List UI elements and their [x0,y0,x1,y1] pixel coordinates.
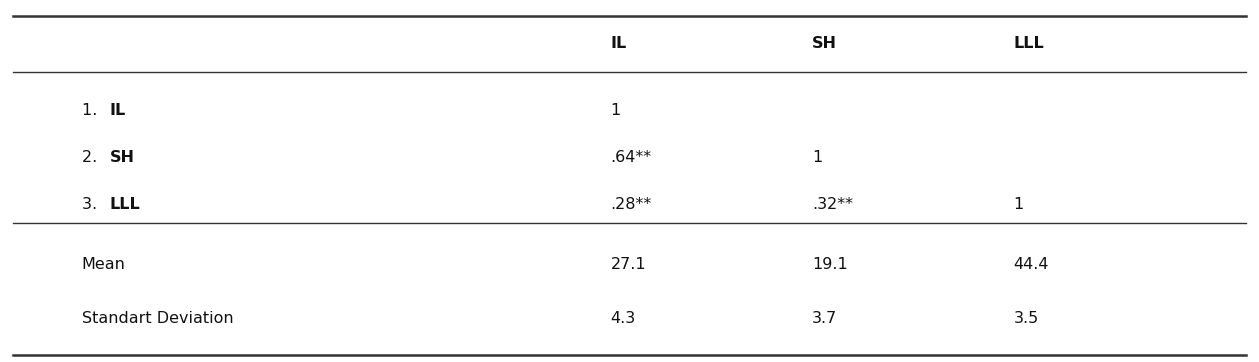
Text: Standart Deviation: Standart Deviation [82,311,233,326]
Text: 44.4: 44.4 [1013,257,1049,272]
Text: 27.1: 27.1 [611,257,646,272]
Text: .64**: .64** [611,150,652,165]
Text: SH: SH [812,36,837,51]
Text: 1: 1 [812,150,822,165]
Text: 4.3: 4.3 [611,311,636,326]
Text: 1.: 1. [82,103,102,118]
Text: 3.5: 3.5 [1013,311,1039,326]
Text: IL: IL [611,36,627,51]
Text: 3.7: 3.7 [812,311,837,326]
Text: 1: 1 [1013,197,1024,212]
Text: .28**: .28** [611,197,652,212]
Text: Mean: Mean [82,257,126,272]
Text: 19.1: 19.1 [812,257,847,272]
Text: 2.: 2. [82,150,102,165]
Text: 1: 1 [611,103,621,118]
Text: LLL: LLL [110,197,140,212]
Text: IL: IL [110,103,126,118]
Text: .32**: .32** [812,197,854,212]
Text: 3.: 3. [82,197,102,212]
Text: SH: SH [110,150,135,165]
Text: LLL: LLL [1013,36,1044,51]
